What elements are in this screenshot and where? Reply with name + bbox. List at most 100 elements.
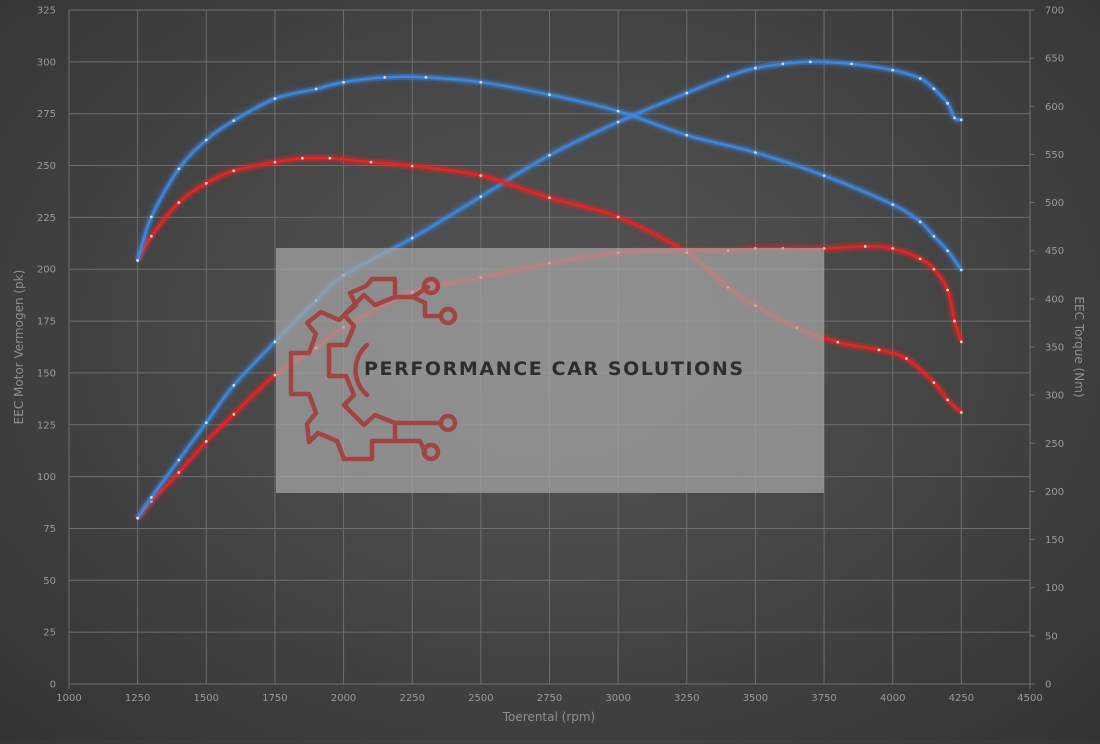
data-point (946, 101, 950, 105)
data-point (616, 109, 620, 113)
y-right-tick-label: 200 (1045, 487, 1064, 498)
data-point (877, 348, 881, 352)
x-tick-label: 1500 (194, 693, 219, 704)
data-point (850, 62, 853, 66)
data-point (342, 80, 345, 84)
watermark-text: PERFORMANCE CAR SOLUTIONS (364, 358, 745, 380)
data-point (932, 87, 936, 91)
series-line (136, 75, 963, 271)
y-left-tick-label: 50 (43, 576, 56, 587)
data-point (959, 411, 963, 414)
x-tick-label: 3500 (743, 693, 768, 704)
y-right-tick-label: 400 (1045, 294, 1064, 305)
x-tick-label: 2250 (399, 693, 424, 704)
grid (68, 9, 1035, 689)
left-axis-ticks: 0 25 50 75 100 125 150 175 200 225 250 275 300 325 (37, 6, 56, 691)
data-point (177, 167, 181, 171)
data-point (273, 373, 277, 377)
data-point (177, 201, 181, 204)
data-point (932, 234, 936, 238)
x-tick-label: 3750 (811, 693, 836, 704)
y-right-tick-label: 0 (1045, 680, 1051, 691)
x-tick-label: 1000 (56, 693, 81, 704)
x-tick-label: 1750 (262, 693, 287, 704)
data-point (616, 215, 620, 219)
data-point (232, 169, 236, 173)
data-point (836, 340, 840, 344)
data-point (149, 495, 153, 499)
data-point (383, 76, 387, 79)
data-point (273, 97, 277, 100)
data-point (136, 258, 140, 262)
data-point (479, 174, 483, 178)
y-right-tick-label: 100 (1045, 583, 1064, 594)
data-point (891, 203, 895, 206)
data-point (273, 340, 277, 344)
data-point (177, 458, 181, 462)
data-point (314, 87, 318, 91)
y-left-tick-label: 0 (50, 680, 56, 691)
data-point (932, 267, 936, 271)
data-point (891, 68, 895, 72)
data-point (548, 93, 551, 97)
data-point (685, 91, 689, 95)
x-axis-ticks: 1000 1250 1500 1750 2000 2250 2500 2750 3000 3250… (56, 693, 1042, 704)
y-right-tick-label: 500 (1045, 198, 1064, 209)
y-left-tick-label: 75 (43, 524, 56, 535)
y-right-tick-label: 250 (1045, 439, 1064, 450)
data-point (959, 118, 963, 122)
y-right-tick-label: 350 (1045, 343, 1064, 354)
data-point (754, 151, 757, 154)
data-point (932, 381, 936, 385)
y-left-tick-label: 150 (37, 368, 56, 379)
data-point (232, 383, 236, 387)
data-point (204, 421, 208, 425)
data-point (232, 413, 236, 416)
data-point (204, 439, 208, 443)
x-tick-label: 3000 (605, 693, 630, 704)
data-point (754, 66, 757, 70)
x-tick-label: 4500 (1017, 693, 1042, 704)
data-point (149, 234, 153, 238)
y-right-tick-label: 150 (1045, 535, 1064, 546)
data-point (726, 74, 730, 78)
y-left-tick-label: 175 (37, 317, 56, 328)
data-point (424, 76, 428, 79)
data-point (685, 133, 689, 137)
data-point (548, 153, 551, 157)
gear-circuit-icon (288, 276, 458, 462)
data-point (410, 236, 414, 240)
data-point (149, 215, 153, 219)
data-point (328, 156, 332, 160)
y-right-tick-label: 300 (1045, 391, 1064, 402)
data-point (808, 60, 812, 64)
series-3 (134, 73, 964, 272)
x-tick-label: 3250 (674, 693, 699, 704)
data-point (204, 181, 208, 185)
y-left-tick-label: 25 (43, 628, 56, 639)
data-point (905, 357, 908, 360)
data-point (822, 174, 826, 178)
data-point (479, 195, 483, 199)
data-point (177, 471, 181, 474)
y-left-tick-label: 250 (37, 161, 56, 172)
data-point (891, 247, 895, 250)
data-point (918, 77, 922, 80)
data-point (300, 156, 304, 160)
x-tick-label: 1250 (125, 693, 150, 704)
data-point (959, 340, 963, 344)
right-axis-title: EEC Torque (Nm) (1072, 296, 1086, 397)
data-point (953, 319, 956, 323)
y-right-tick-label: 650 (1045, 54, 1064, 65)
x-tick-label: 2750 (537, 693, 562, 704)
right-axis-ticks: 0 50 100 150 200 250 300 350 400 450 500 550 600 650 7… (1045, 6, 1064, 691)
x-tick-label: 4250 (949, 693, 974, 704)
y-right-tick-label: 450 (1045, 246, 1064, 257)
data-point (918, 257, 922, 261)
data-point (479, 80, 483, 84)
x-tick-label: 4000 (880, 693, 905, 704)
y-left-tick-label: 300 (37, 57, 56, 68)
y-right-tick-label: 50 (1045, 631, 1058, 642)
